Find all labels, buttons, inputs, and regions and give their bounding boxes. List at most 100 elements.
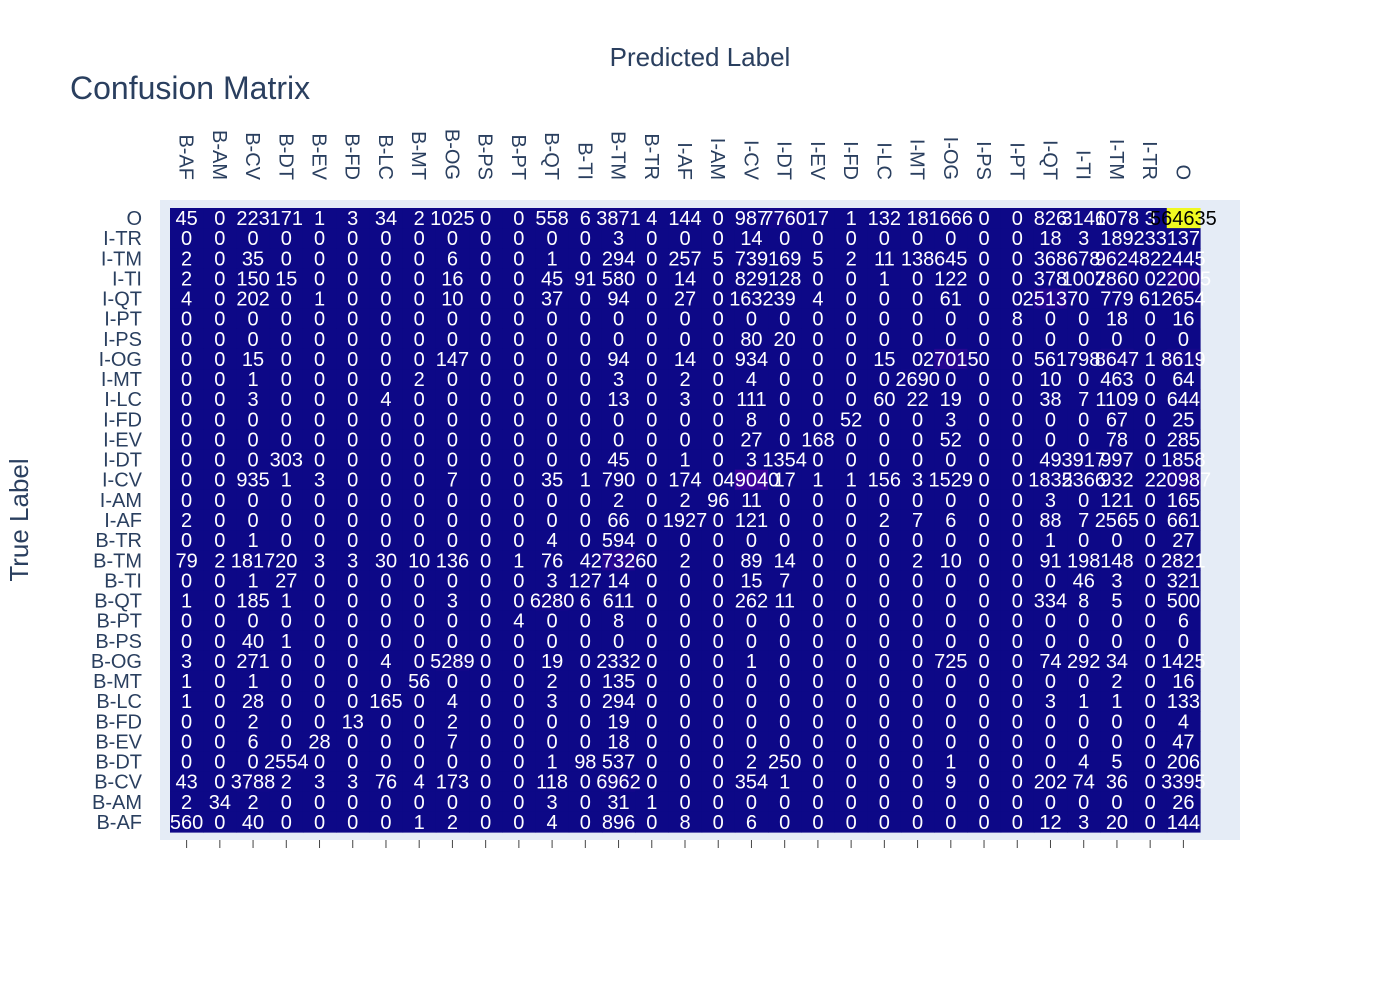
heatmap-cell-label: 0 xyxy=(214,812,225,834)
heatmap-cell-label: 0 xyxy=(181,470,192,492)
heatmap-cell-label: 38 xyxy=(1039,389,1061,411)
heatmap-cell xyxy=(601,751,636,773)
heatmap-cell xyxy=(236,409,271,431)
y-tick-label: B-CV xyxy=(94,772,142,794)
heatmap-cell-label: 0 xyxy=(1145,490,1156,512)
heatmap-cell xyxy=(1100,389,1135,410)
heatmap-cell xyxy=(834,791,869,813)
heatmap-cell-label: 0 xyxy=(347,671,358,693)
heatmap-cell-label: 0 xyxy=(978,611,989,633)
heatmap-cell xyxy=(236,731,271,753)
heatmap-cell-label: 0 xyxy=(281,691,292,713)
heatmap-cell-label: 173 xyxy=(436,772,469,794)
heatmap-cell xyxy=(1166,268,1201,290)
heatmap-cell xyxy=(801,369,836,390)
heatmap-cell xyxy=(668,348,703,370)
heatmap-cell-label: 19 xyxy=(940,389,962,411)
heatmap-cell-label: 0 xyxy=(945,611,956,633)
heatmap-cell-label: 0 xyxy=(1145,631,1156,653)
heatmap-cell xyxy=(1067,550,1101,571)
heatmap-cell xyxy=(269,489,304,511)
heatmap-cell xyxy=(1067,248,1101,269)
heatmap-cell-label: 0 xyxy=(812,731,823,753)
heatmap-cell xyxy=(635,771,669,793)
heatmap-cell xyxy=(701,288,736,310)
heatmap-cell-label: 0 xyxy=(314,490,325,512)
y-tick-label: I-PT xyxy=(104,309,142,331)
heatmap-cell-label: 0 xyxy=(547,429,558,451)
y-tick-label: I-LC xyxy=(104,389,142,411)
heatmap-cell xyxy=(203,328,238,350)
heatmap-cell xyxy=(1033,469,1068,491)
heatmap-cell xyxy=(834,509,869,531)
heatmap-cell xyxy=(1166,228,1201,249)
heatmap-cell-label: 0 xyxy=(1012,208,1023,230)
heatmap-cell xyxy=(568,670,603,692)
heatmap-cell-label: 0 xyxy=(447,570,458,592)
heatmap-cell-label: 1 xyxy=(247,530,258,552)
heatmap-cell-label: 3871 xyxy=(596,208,641,230)
heatmap-cell xyxy=(269,308,304,330)
heatmap-cell-label: 0 xyxy=(480,450,491,472)
heatmap-cell xyxy=(502,308,537,330)
heatmap-cell xyxy=(469,369,503,390)
heatmap-cell xyxy=(369,248,404,269)
heatmap-cell-label: 4 xyxy=(580,550,591,572)
heatmap-cell-label: 4 xyxy=(1078,752,1089,774)
heatmap-cell xyxy=(469,550,503,571)
heatmap-cell-label: 1666 xyxy=(929,208,974,230)
heatmap-cell xyxy=(701,228,736,249)
heatmap-cell-label: 0 xyxy=(513,248,524,270)
heatmap-cell-label: 0 xyxy=(347,792,358,814)
heatmap-cell xyxy=(668,590,703,612)
heatmap-cell xyxy=(1166,248,1201,269)
heatmap-cell-label: 0 xyxy=(1145,510,1156,532)
heatmap-cell xyxy=(170,429,204,451)
heatmap-cell-label: 0 xyxy=(1078,490,1089,512)
heatmap-cell-label: 0 xyxy=(679,631,690,653)
heatmap-cell xyxy=(668,369,703,390)
heatmap-cell xyxy=(502,590,537,612)
heatmap-cell xyxy=(336,570,370,592)
heatmap-cell-label: 0 xyxy=(646,510,657,532)
heatmap-cell-label: 0 xyxy=(214,228,225,250)
heatmap-cell-label: 0 xyxy=(314,248,325,270)
heatmap-cell xyxy=(635,369,669,390)
heatmap-cell xyxy=(701,389,736,410)
heatmap-cell xyxy=(1166,348,1201,370)
heatmap-cell-label: 0 xyxy=(513,450,524,472)
heatmap-cell-label: 0 xyxy=(912,228,923,250)
heatmap-cell-label: 15 xyxy=(873,349,895,371)
heatmap-cell-label: 76 xyxy=(375,772,397,794)
heatmap-cell-label: 10 xyxy=(940,550,962,572)
heatmap-cell-label: 790 xyxy=(602,470,635,492)
heatmap-cell-label: 144 xyxy=(1167,812,1200,834)
heatmap-cell-label: 0 xyxy=(679,651,690,673)
heatmap-cell-label: 0 xyxy=(513,631,524,653)
heatmap-cell xyxy=(834,590,869,612)
heatmap-cell-label: 0 xyxy=(1012,228,1023,250)
heatmap-cell xyxy=(568,590,603,612)
heatmap-cell xyxy=(601,570,636,592)
heatmap-cell-label: 0 xyxy=(281,671,292,693)
heatmap-cell-label: 0 xyxy=(646,490,657,512)
heatmap-cell-label: 0 xyxy=(679,228,690,250)
heatmap-cell-label: 0 xyxy=(978,671,989,693)
heatmap-cell-label: 3 xyxy=(347,772,358,794)
heatmap-cell xyxy=(269,731,304,753)
heatmap-cell-label: 0 xyxy=(181,349,192,371)
heatmap-cell xyxy=(768,348,802,370)
heatmap-cell xyxy=(535,590,570,612)
heatmap-cell xyxy=(668,389,703,410)
heatmap-cell xyxy=(601,248,636,269)
heatmap-cell xyxy=(900,228,935,249)
heatmap-cell-label: 11 xyxy=(741,490,762,512)
heatmap-cell-label: 0 xyxy=(879,711,890,733)
heatmap-cell-label: 0 xyxy=(1145,309,1156,331)
heatmap-cell-label: 0 xyxy=(214,208,225,230)
heatmap-cell-label: 121 xyxy=(1100,490,1133,512)
heatmap-cell-label: 0 xyxy=(846,490,857,512)
heatmap-cell xyxy=(900,691,935,712)
heatmap-cell xyxy=(601,228,636,249)
heatmap-cell-label: 0 xyxy=(912,591,923,613)
